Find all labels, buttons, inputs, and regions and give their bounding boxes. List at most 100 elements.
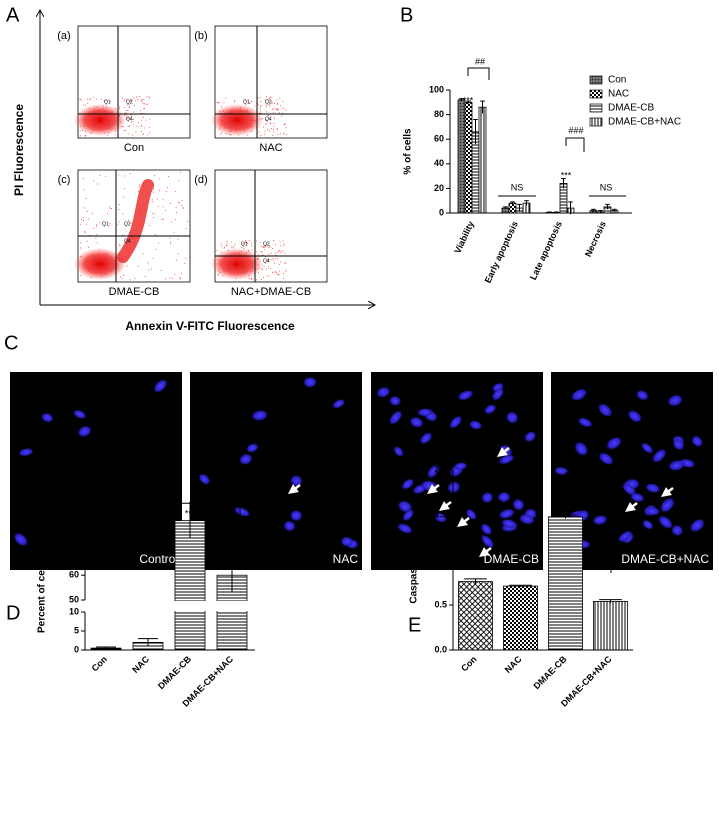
nucleus — [246, 443, 259, 453]
event-dot — [217, 274, 219, 276]
event-dot — [79, 130, 81, 132]
event-dot — [142, 253, 144, 255]
event-dot — [96, 242, 98, 244]
event-dot — [239, 106, 241, 108]
event-dot — [239, 110, 241, 112]
event-dot — [148, 225, 150, 227]
event-dot — [220, 124, 222, 126]
event-dot — [169, 237, 171, 239]
event-dot — [96, 234, 98, 236]
event-dot — [223, 101, 225, 103]
event-dot — [86, 240, 88, 242]
event-dot — [103, 119, 105, 121]
annotation: NS — [511, 182, 524, 192]
event-dot — [228, 130, 230, 132]
event-dot — [252, 120, 254, 122]
event-dot — [179, 171, 181, 173]
legend-swatch — [589, 89, 603, 99]
event-dot — [276, 99, 278, 101]
event-dot — [95, 237, 97, 239]
event-dot — [264, 249, 266, 251]
event-dot — [280, 104, 282, 106]
event-dot — [233, 101, 235, 103]
event-dot — [124, 98, 126, 100]
error-bar — [96, 646, 116, 650]
event-dot — [279, 270, 281, 272]
event-dot — [133, 118, 135, 120]
event-dot — [115, 130, 117, 132]
event-dot — [123, 129, 125, 131]
event-dot — [224, 246, 226, 248]
event-dot — [125, 118, 127, 120]
event-dot — [138, 95, 140, 97]
event-dot — [99, 126, 101, 128]
event-dot — [146, 134, 148, 136]
event-dot — [152, 216, 154, 218]
micrograph-label: DMAE-CB — [484, 552, 539, 566]
event-dot — [148, 269, 150, 271]
event-dot — [126, 104, 128, 106]
event-dot — [99, 222, 101, 224]
event-dot — [275, 252, 277, 254]
event-dot — [264, 124, 266, 126]
event-dot — [130, 100, 132, 102]
event-dot — [168, 176, 170, 178]
event-dot — [178, 201, 180, 203]
event-dot — [127, 110, 129, 112]
x-axis-label: Annexin V-FITC Fluorescence — [125, 319, 295, 333]
nucleus — [574, 441, 589, 457]
event-dot — [248, 102, 250, 104]
nucleus — [629, 492, 645, 503]
event-dot — [266, 111, 268, 113]
event-dot — [219, 110, 221, 112]
event-dot — [101, 98, 103, 100]
event-dot — [131, 115, 133, 117]
event-dot — [144, 107, 146, 109]
nucleus — [667, 394, 683, 407]
event-dot — [87, 115, 89, 117]
nucleus — [672, 438, 685, 451]
event-dot — [79, 223, 81, 225]
event-dot — [247, 118, 249, 120]
event-dot — [117, 223, 119, 225]
event-dot — [283, 124, 285, 126]
panel-letter: C — [4, 332, 18, 354]
event-dot — [102, 119, 104, 121]
event-dot — [108, 122, 110, 124]
nucleus — [434, 512, 448, 523]
event-dot — [142, 117, 144, 119]
event-dot — [248, 250, 250, 252]
legend-label: DMAE-CB — [608, 103, 654, 114]
event-dot — [249, 103, 251, 105]
event-dot — [171, 277, 173, 279]
event-dot — [252, 268, 254, 270]
event-dot — [130, 222, 132, 224]
nucleus — [497, 491, 511, 503]
y-tick-label: 50 — [69, 594, 79, 604]
nucleus — [340, 536, 354, 547]
event-dot — [259, 118, 261, 120]
nucleus — [651, 448, 667, 463]
nucleus — [153, 378, 168, 393]
event-dot — [251, 271, 253, 273]
event-dot — [235, 123, 237, 125]
event-dot — [93, 180, 95, 182]
legend-swatch — [589, 103, 603, 113]
panel-tag: (a) — [57, 30, 70, 42]
event-dot — [265, 104, 267, 106]
event-dot — [88, 107, 90, 109]
event-dot — [275, 254, 277, 256]
event-dot — [107, 124, 109, 126]
event-dot — [88, 268, 90, 270]
event-dot — [269, 105, 271, 107]
event-dot — [151, 199, 153, 201]
event-dot — [248, 278, 250, 280]
event-dot — [260, 251, 262, 253]
event-dot — [164, 278, 166, 280]
quadrant-label: Q1 — [241, 241, 248, 247]
y-tick-label: 0 — [439, 207, 444, 217]
event-dot — [118, 116, 120, 118]
event-dot — [109, 207, 111, 209]
event-dot — [237, 134, 239, 136]
event-dot — [92, 255, 94, 257]
